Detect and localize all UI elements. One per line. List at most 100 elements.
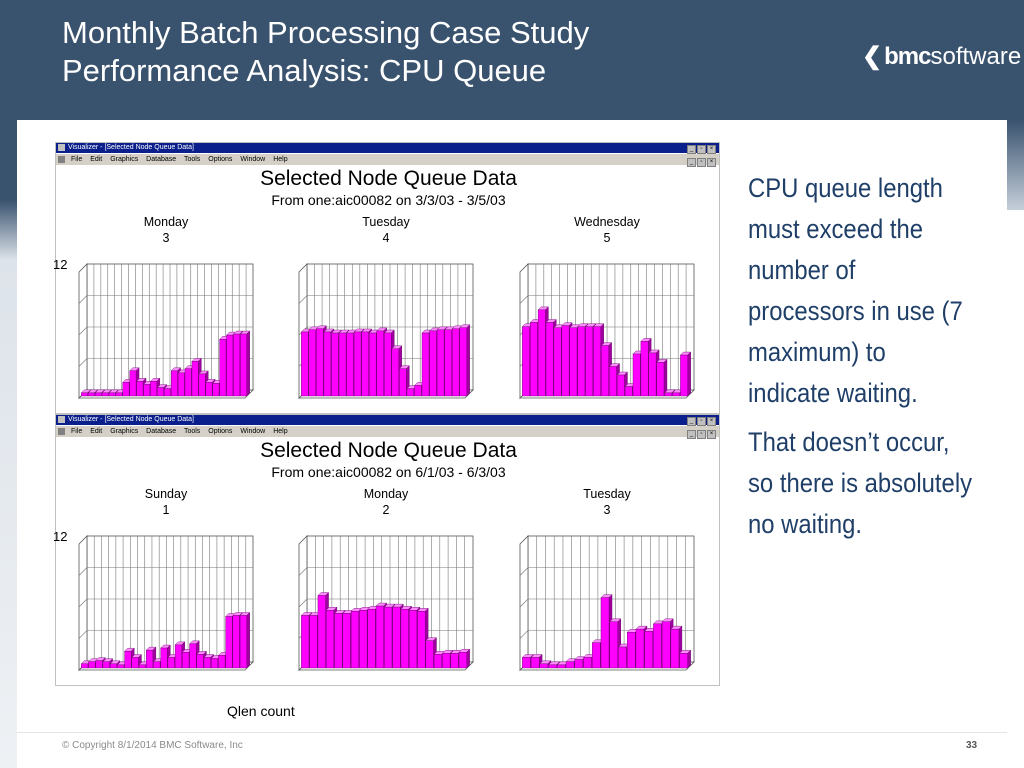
slide-title-line2: Performance Analysis: CPU Queue xyxy=(62,53,547,88)
gridline-side xyxy=(298,598,308,608)
day-panel-monday: Monday 3 xyxy=(76,213,256,413)
menu-database[interactable]: Database xyxy=(146,428,177,435)
bar xyxy=(601,345,609,397)
maximize-icon[interactable]: ▫ xyxy=(697,145,706,154)
doc-minimize-icon[interactable]: _ xyxy=(687,430,696,439)
menu-graphics[interactable]: Graphics xyxy=(110,428,139,435)
menu-edit[interactable]: Edit xyxy=(90,156,103,163)
bar xyxy=(225,616,233,669)
bar xyxy=(157,387,164,397)
bar xyxy=(391,348,399,397)
bar xyxy=(429,330,437,397)
close-icon[interactable]: × xyxy=(707,417,716,426)
menu-database[interactable]: Database xyxy=(146,156,177,163)
bar xyxy=(108,392,116,397)
queue-bar-plot xyxy=(519,263,695,399)
doc-minimize-icon[interactable]: _ xyxy=(687,158,696,167)
left-decor-stripe xyxy=(0,120,17,768)
maximize-icon[interactable]: ▫ xyxy=(697,417,706,426)
bar xyxy=(94,392,102,397)
bar xyxy=(334,613,343,669)
menu-tools[interactable]: Tools xyxy=(183,428,201,435)
chart-title: Selected Node Queue Data xyxy=(260,167,517,190)
menu-help[interactable]: Help xyxy=(273,428,288,435)
app-icon xyxy=(58,416,65,423)
bullet-2: That doesn’t occur, so there is absolute… xyxy=(748,427,973,539)
bar xyxy=(565,661,575,669)
document-icon xyxy=(58,428,65,435)
slide-header: Monthly Batch Processing Case Study Perf… xyxy=(0,0,1024,120)
bar xyxy=(153,661,161,669)
bar xyxy=(353,331,362,397)
queue-bar-plot xyxy=(78,535,254,671)
day-panel-tuesday: Tuesday 4 xyxy=(296,213,476,413)
bar xyxy=(679,653,688,669)
bar xyxy=(539,663,549,669)
bar xyxy=(346,332,354,397)
bar xyxy=(557,664,566,669)
window-title: Visualizer - [Selected Node Queue Data] xyxy=(68,416,194,423)
gridline-side xyxy=(78,598,88,608)
minimize-icon[interactable]: _ xyxy=(687,145,696,154)
bar xyxy=(102,661,110,669)
bar xyxy=(367,608,376,669)
queue-bar-plot xyxy=(78,263,254,399)
bar xyxy=(164,388,171,397)
menu-file[interactable]: File xyxy=(70,428,83,435)
menu-window[interactable]: Window xyxy=(240,156,266,163)
menu-tools[interactable]: Tools xyxy=(183,156,201,163)
panel-day-label: Tuesday xyxy=(583,487,631,501)
bar xyxy=(672,392,680,397)
bar xyxy=(146,649,154,669)
bar xyxy=(87,392,95,397)
doc-close-icon[interactable]: × xyxy=(707,158,716,167)
panel-number-label: 4 xyxy=(382,231,390,245)
gridline-side xyxy=(519,295,529,304)
bmc-logo: ❮bmcsoftware xyxy=(862,42,1021,71)
footer-divider xyxy=(17,732,1007,733)
bar xyxy=(609,366,617,397)
minimize-icon[interactable]: _ xyxy=(687,417,696,426)
bar xyxy=(170,370,178,397)
gridline-side xyxy=(78,358,88,367)
menu-window[interactable]: Window xyxy=(240,428,266,435)
doc-restore-icon[interactable]: ▫ xyxy=(697,158,706,167)
gridline-side xyxy=(298,295,308,304)
menu-options[interactable]: Options xyxy=(208,156,233,163)
bar xyxy=(359,610,368,669)
close-icon[interactable]: × xyxy=(707,145,716,154)
doc-close-icon[interactable]: × xyxy=(707,430,716,439)
menu-graphics[interactable]: Graphics xyxy=(110,156,139,163)
bar xyxy=(618,646,627,669)
bar xyxy=(174,644,182,669)
doc-restore-icon[interactable]: ▫ xyxy=(697,430,706,439)
bar xyxy=(160,647,168,669)
bar xyxy=(316,328,324,397)
bar xyxy=(661,621,671,669)
bar-side xyxy=(246,330,250,397)
gridline-side xyxy=(519,598,529,608)
menu-file[interactable]: File xyxy=(70,156,83,163)
bar xyxy=(458,652,467,669)
bar xyxy=(369,332,377,397)
menu-help[interactable]: Help xyxy=(273,156,288,163)
bar xyxy=(664,392,673,397)
bar xyxy=(561,325,570,397)
bar xyxy=(553,327,562,397)
chart-subtitle: From one:aic00082 on 6/1/03 - 6/3/03 xyxy=(271,464,506,480)
bar xyxy=(350,611,359,669)
bar xyxy=(384,332,392,397)
day-panel-tuesday: Tuesday 3 xyxy=(517,485,697,685)
bar xyxy=(115,392,123,397)
bar xyxy=(95,660,103,669)
bar xyxy=(150,381,158,397)
menu-edit[interactable]: Edit xyxy=(90,428,103,435)
bar xyxy=(626,632,636,669)
bullet-1: CPU queue length must exceed the number … xyxy=(748,173,963,408)
bar xyxy=(593,326,601,397)
menu-options[interactable]: Options xyxy=(208,428,233,435)
bar xyxy=(450,653,459,669)
bar xyxy=(198,373,206,397)
bar xyxy=(101,392,109,397)
bar xyxy=(211,658,219,669)
